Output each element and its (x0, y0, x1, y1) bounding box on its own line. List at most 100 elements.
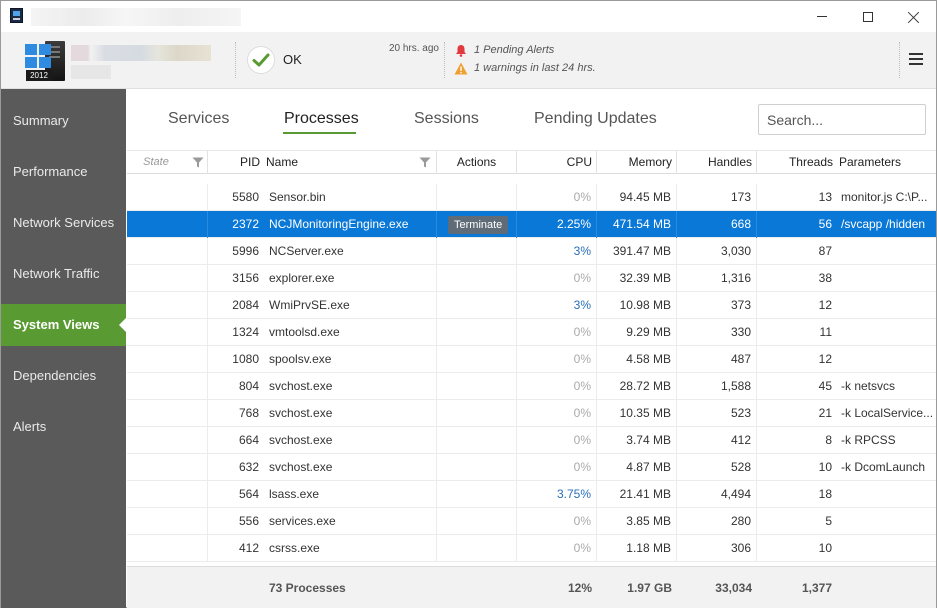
table-row[interactable]: 564 lsass.exe 3.75% 21.41 MB 4,494 18 (127, 481, 936, 508)
menu-button[interactable] (909, 53, 923, 67)
cell-parameters (836, 265, 936, 292)
header-divider (899, 42, 900, 78)
tab-sessions[interactable]: Sessions (414, 110, 479, 127)
column-header-name[interactable]: Name (264, 151, 437, 174)
sidebar-item-dependencies[interactable]: Dependencies (13, 368, 97, 383)
filter-icon[interactable] (192, 157, 204, 168)
sidebar-item-alerts[interactable]: Alerts (13, 419, 47, 434)
cell-name: NCJMonitoringEngine.exe (264, 211, 437, 238)
cell-memory: 28.72 MB (597, 373, 677, 400)
cell-memory: 21.41 MB (597, 481, 677, 508)
cell-cpu: 0% (517, 184, 597, 211)
cell-actions (437, 238, 517, 265)
cell-state (127, 481, 208, 508)
cell-handles: 1,316 (677, 265, 757, 292)
table-row[interactable]: 5580 Sensor.bin 0% 94.45 MB 173 13 monitor.js … (127, 184, 936, 211)
table-row[interactable]: 1324 vmtoolsd.exe 0% 9.29 MB 330 11 (127, 319, 936, 346)
cell-cpu: 0% (517, 319, 597, 346)
cell-cpu: 3% (517, 292, 597, 319)
cell-parameters: -k DcomLaunch (841, 460, 926, 474)
table-row[interactable]: 664 svchost.exe 0% 3.74 MB 412 8 -k RPCSS (127, 427, 936, 454)
tab-pending-updates[interactable]: Pending Updates (534, 110, 657, 127)
table-row[interactable]: 3156 explorer.exe 0% 32.39 MB 1,316 38 (127, 265, 936, 292)
cell-pid: 768 (238, 406, 259, 420)
table-row[interactable]: 2372 NCJMonitoringEngine.exe Terminate 2.25… (127, 211, 936, 238)
cell-actions (437, 508, 517, 535)
terminate-button[interactable]: Terminate (448, 216, 509, 234)
footer-total-memory: 1.97 GB (627, 581, 672, 595)
cell-threads: 11 (819, 325, 832, 339)
table-row[interactable]: 412 csrss.exe 0% 1.18 MB 306 10 (127, 535, 936, 562)
cell-cpu: 0% (517, 346, 597, 373)
column-header-state[interactable]: State (127, 151, 208, 174)
hamburger-icon-line (909, 53, 923, 55)
process-table-footer: 73 Processes 12% 1.97 GB 33,034 1,377 (127, 566, 936, 608)
warnings-link[interactable]: 1 warnings in last 24 hrs. (454, 61, 596, 75)
cell-memory: 10.35 MB (597, 400, 677, 427)
table-row[interactable]: 2084 WmiPrvSE.exe 3% 10.98 MB 373 12 (127, 292, 936, 319)
column-header-memory[interactable]: Memory (597, 151, 677, 174)
cell-handles: 173 (677, 184, 757, 211)
sidebar-item-performance[interactable]: Performance (13, 164, 88, 179)
cell-parameters (836, 319, 936, 346)
cell-actions (437, 535, 517, 562)
cell-threads: 8 (825, 433, 832, 447)
cell-pid: 412 (238, 541, 259, 555)
close-button[interactable] (891, 1, 937, 32)
cell-pid: 1080 (232, 352, 259, 366)
cell-handles: 4,494 (677, 481, 757, 508)
column-header-threads[interactable]: Threads (788, 155, 833, 169)
cell-memory: 3.74 MB (597, 427, 677, 454)
pending-alerts-link[interactable]: 1 Pending Alerts (454, 43, 554, 57)
process-table-header: State PID Name Actions CPU Memory Handle… (127, 150, 936, 174)
sidebar-item-summary[interactable]: Summary (13, 113, 69, 128)
cell-actions: Terminate (437, 211, 517, 238)
column-header-pid[interactable]: PID (239, 155, 260, 169)
minimize-icon (817, 16, 827, 17)
status-ok-badge (247, 46, 275, 74)
column-header-parameters[interactable]: Parameters (839, 155, 902, 169)
cell-threads: 10 (818, 460, 832, 474)
cell-name: svchost.exe (264, 373, 437, 400)
maximize-button[interactable] (845, 1, 891, 32)
table-row[interactable]: 804 svchost.exe 0% 28.72 MB 1,588 45 -k netsvc… (127, 373, 936, 400)
cell-memory: 9.29 MB (597, 319, 677, 346)
filter-icon[interactable] (419, 157, 431, 168)
cell-actions (437, 265, 517, 292)
sidebar-item-network-traffic[interactable]: Network Traffic (13, 266, 100, 281)
warnings-text: 1 warnings in last 24 hrs. (474, 62, 596, 74)
cell-name: csrss.exe (264, 535, 437, 562)
table-row[interactable]: 1080 spoolsv.exe 0% 4.58 MB 487 12 (127, 346, 936, 373)
table-row[interactable]: 632 svchost.exe 0% 4.87 MB 528 10 -k DcomLaunc… (127, 454, 936, 481)
search-input[interactable] (758, 104, 926, 135)
header-divider (444, 42, 445, 78)
cell-handles: 668 (677, 211, 757, 238)
cell-parameters: -k RPCSS (841, 433, 896, 447)
cell-handles: 330 (677, 319, 757, 346)
sidebar-item-system-views[interactable]: System Views (1, 304, 126, 346)
cell-cpu: 0% (517, 265, 597, 292)
cell-name: spoolsv.exe (264, 346, 437, 373)
column-header-handles[interactable]: Handles (677, 151, 757, 174)
cell-pid: 2372 (232, 217, 259, 231)
tab-services[interactable]: Services (168, 110, 230, 127)
cell-threads: 13 (818, 190, 832, 204)
cell-pid: 5996 (232, 244, 259, 258)
hamburger-icon-line (909, 63, 923, 65)
app-icon (10, 8, 23, 23)
sidebar-item-network-services[interactable]: Network Services (13, 215, 115, 230)
column-header-actions[interactable]: Actions (437, 151, 517, 174)
table-row[interactable]: 5996 NCServer.exe 3% 391.47 MB 3,030 87 (127, 238, 936, 265)
column-header-cpu[interactable]: CPU (517, 151, 597, 174)
cell-parameters: -k netsvcs (841, 379, 896, 393)
tab-processes[interactable]: Processes (284, 110, 359, 127)
cell-actions (437, 481, 517, 508)
minimize-button[interactable] (799, 1, 845, 32)
table-row[interactable]: 556 services.exe 0% 3.85 MB 280 5 (127, 508, 936, 535)
cell-parameters (836, 535, 936, 562)
cell-name: svchost.exe (264, 400, 437, 427)
pending-alerts-text: 1 Pending Alerts (474, 44, 555, 56)
cell-name: svchost.exe (264, 454, 437, 481)
table-row[interactable]: 768 svchost.exe 0% 10.35 MB 523 21 -k LocalSer… (127, 400, 936, 427)
cell-state (127, 454, 208, 481)
